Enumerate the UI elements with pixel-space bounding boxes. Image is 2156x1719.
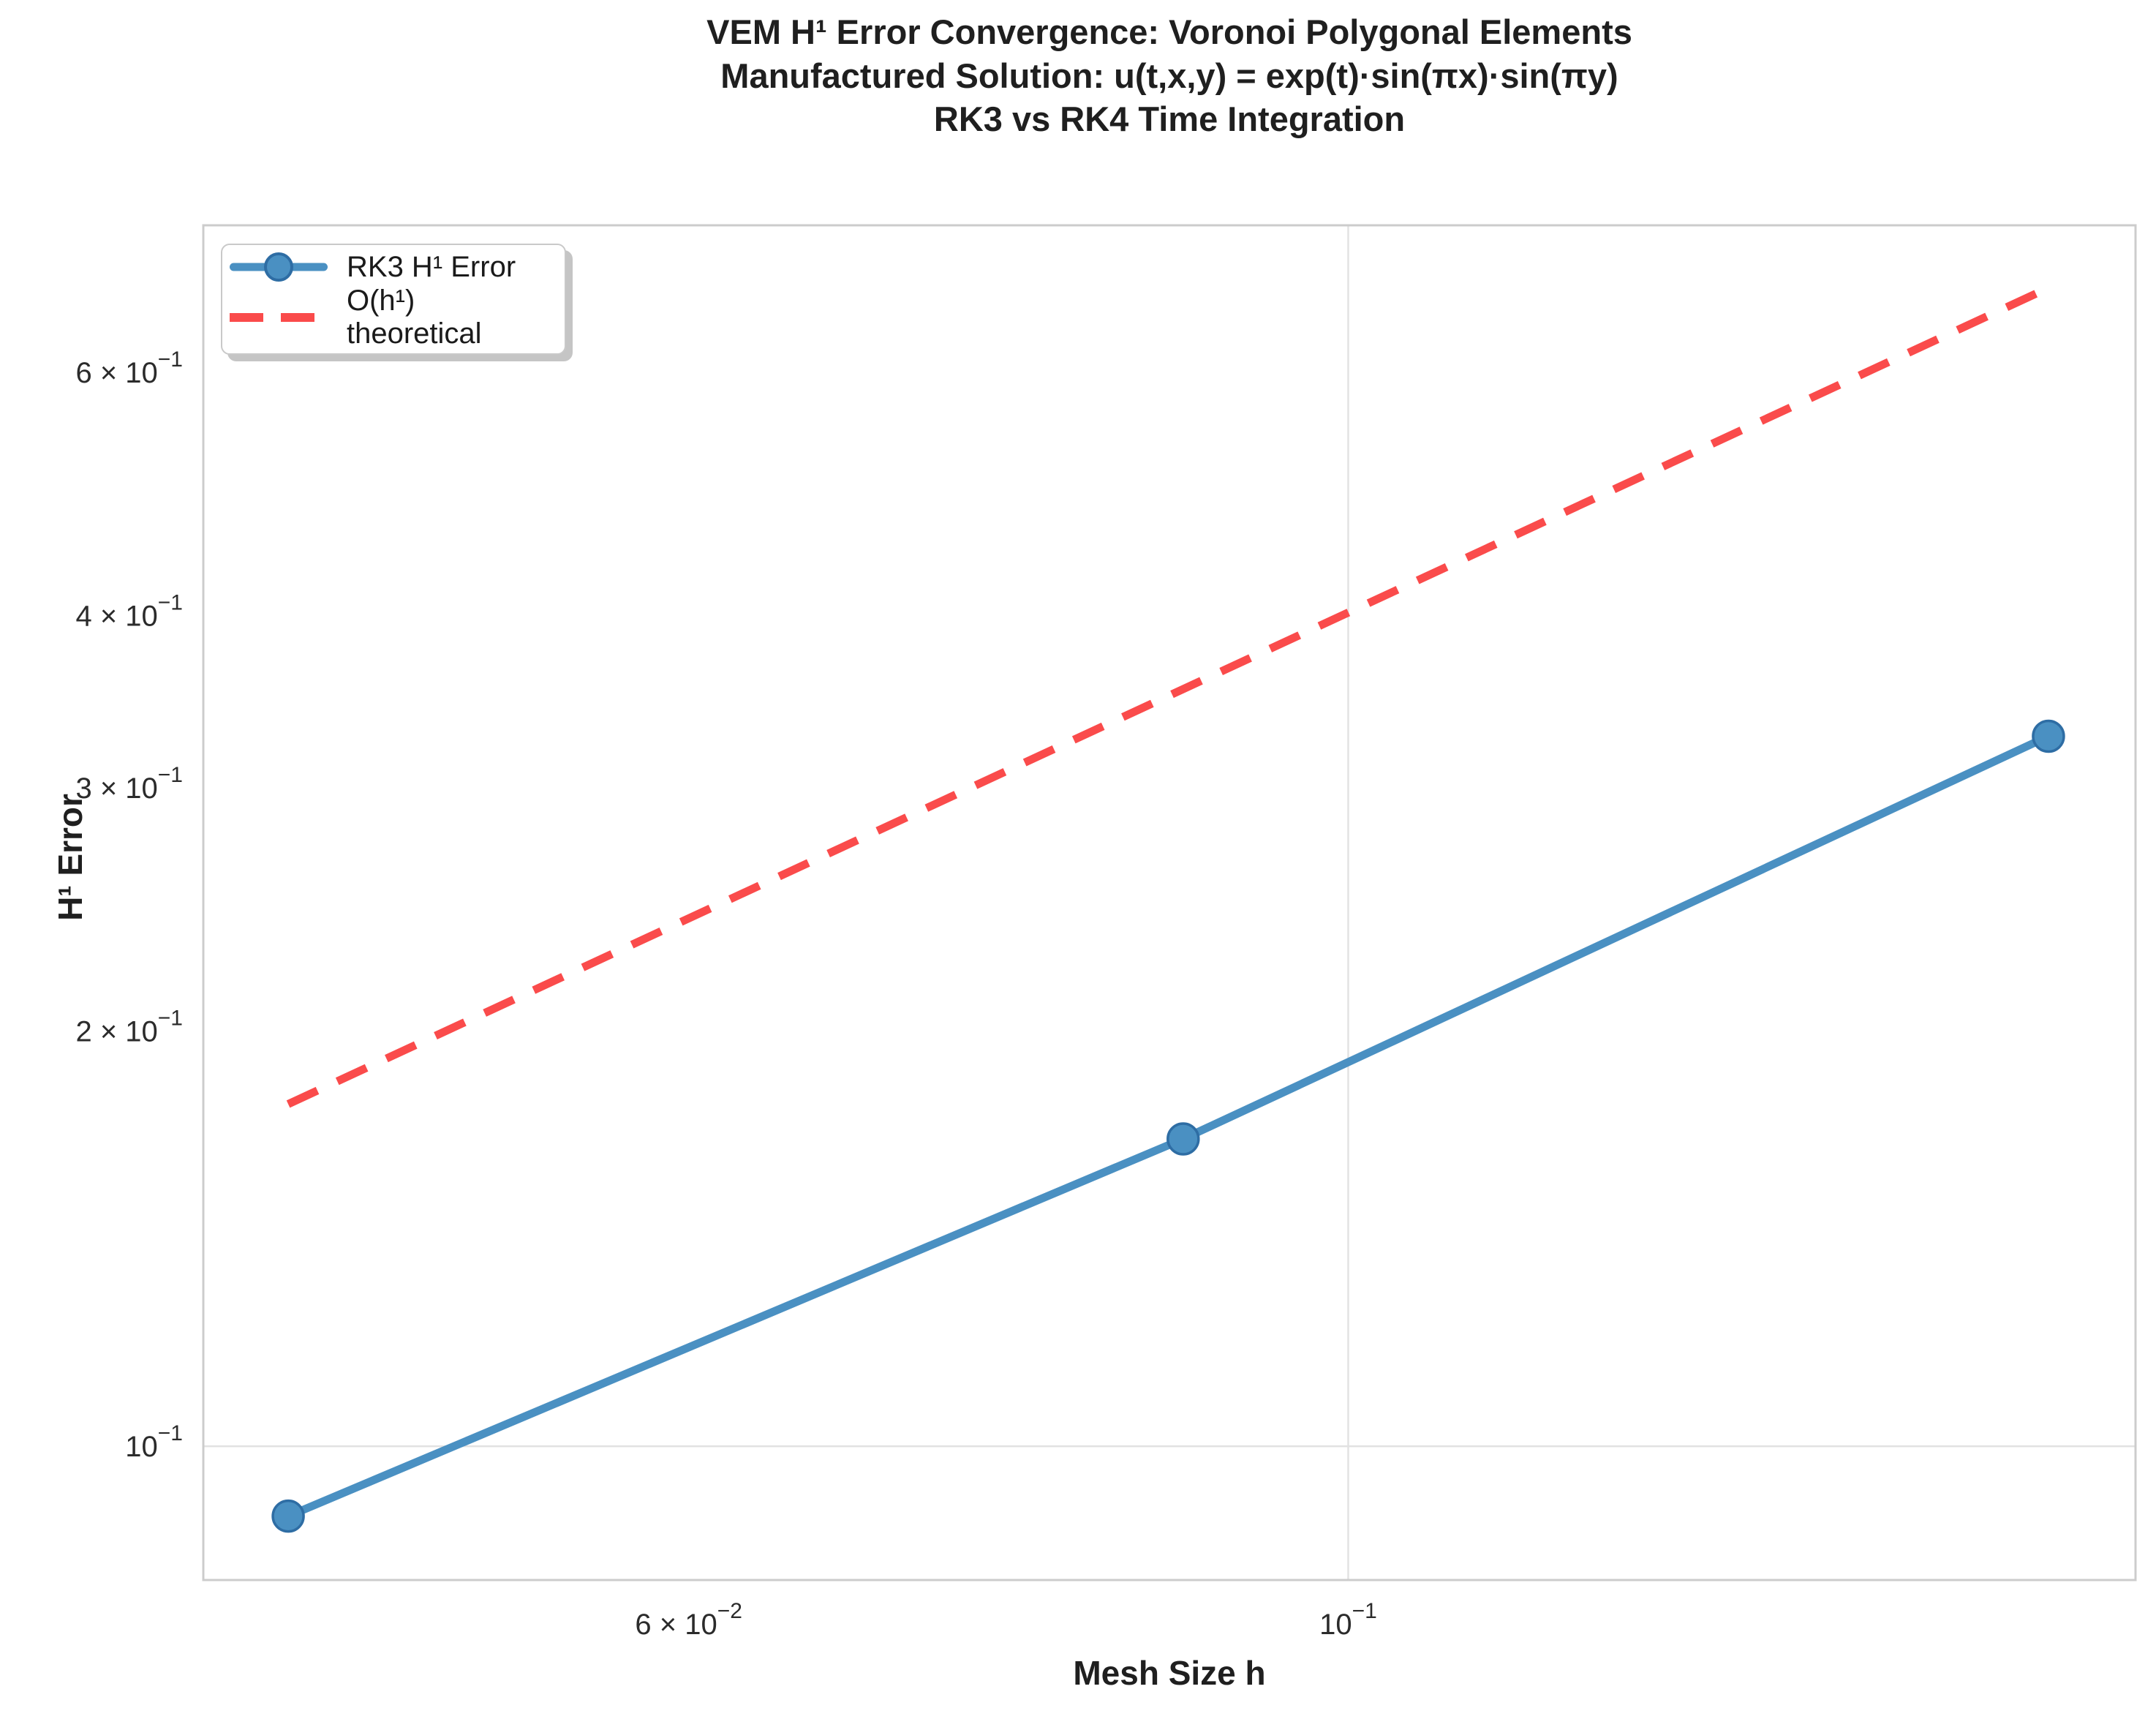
- legend: RK3 H¹ Error O(h¹) theoretical: [221, 244, 566, 355]
- y-tick-label: 6 × 10−1: [75, 347, 183, 389]
- title-line-1: VEM H¹ Error Convergence: Voronoi Polygo…: [706, 12, 1632, 51]
- data-point-marker: [271, 1499, 305, 1533]
- theoretical-dashed-line: [286, 284, 2051, 1108]
- y-tick-label: 3 × 10−1: [75, 763, 183, 805]
- legend-dashed-swatch: [230, 300, 328, 335]
- chart-title: VEM H¹ Error Convergence: Voronoi Polygo…: [203, 10, 2136, 141]
- rk3-error-line: [286, 732, 2051, 1520]
- legend-label-rk3: RK3 H¹ Error: [347, 250, 516, 283]
- data-point-marker: [2032, 719, 2065, 753]
- legend-dash-icon: [281, 313, 314, 322]
- y-axis-label: H¹ Error: [51, 794, 89, 921]
- legend-dash-icon: [230, 313, 263, 322]
- title-line-3: RK3 vs RK4 Time Integration: [933, 99, 1406, 139]
- legend-label-theoretical: O(h¹) theoretical: [347, 285, 482, 350]
- legend-circle-marker-icon: [264, 252, 293, 282]
- x-tick-label: 10−1: [1319, 1599, 1377, 1641]
- y-tick-label: 10−1: [125, 1421, 183, 1463]
- y-tick-label: 4 × 10−1: [75, 590, 183, 632]
- y-tick-label: 2 × 10−1: [75, 1006, 183, 1047]
- data-point-marker: [1166, 1122, 1200, 1156]
- axes-spines: [202, 224, 2137, 1581]
- x-tick-label: 6 × 10−2: [635, 1599, 742, 1641]
- legend-item-rk3: RK3 H¹ Error: [230, 249, 557, 285]
- legend-line-marker-swatch: [230, 249, 328, 285]
- legend-item-theoretical: O(h¹) theoretical: [230, 285, 557, 350]
- title-line-2: Manufactured Solution: u(t,x,y) = exp(t)…: [720, 56, 1618, 95]
- x-axis-label: Mesh Size h: [1073, 1654, 1266, 1692]
